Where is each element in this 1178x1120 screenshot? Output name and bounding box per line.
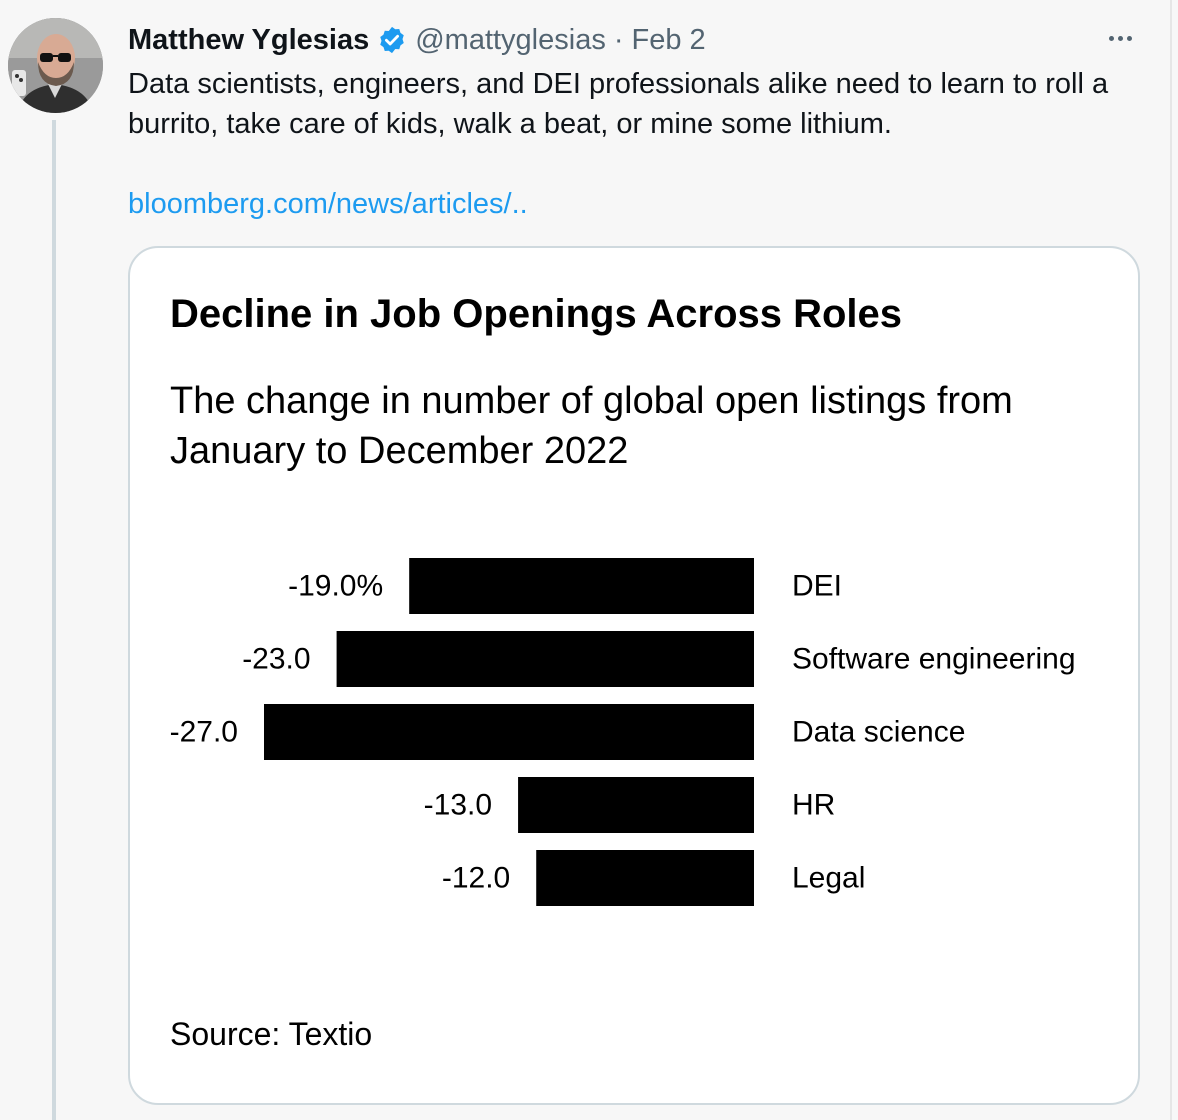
bar-data-science	[264, 704, 754, 760]
value-label: -13.0	[424, 789, 492, 822]
bar-software-engineering	[336, 631, 754, 687]
author-name[interactable]: Matthew Yglesias	[128, 23, 370, 56]
bar-legal	[536, 850, 754, 906]
thread-connector-line	[52, 120, 56, 1120]
link-preview-card[interactable]: Decline in Job Openings Across Roles The…	[128, 246, 1140, 1105]
value-label: -23.0	[242, 643, 310, 676]
chart-subtitle: The change in number of global open list…	[170, 380, 1013, 472]
separator-dot: ·	[613, 23, 624, 56]
bar-chart: -19.0% DEI -23.0 Software engineering -27.0 D…	[170, 558, 1076, 906]
category-label: Software engineering	[792, 643, 1076, 676]
tweet-text: Data scientists, engineers, and DEI prof…	[128, 68, 1109, 140]
timeline-divider	[1170, 0, 1172, 1120]
avatar[interactable]	[8, 18, 103, 113]
tweet-header: Matthew Yglesias @mattyglesias · Feb 2	[128, 20, 706, 60]
more-options-icon[interactable]	[1100, 26, 1140, 50]
article-link[interactable]: bloomberg.com/news/articles/..	[128, 188, 528, 220]
verified-badge-icon	[377, 25, 407, 55]
bar-dei	[409, 558, 754, 614]
chart-title: Decline in Job Openings Across Roles	[170, 292, 903, 336]
author-handle[interactable]: @mattyglesias	[415, 23, 606, 56]
value-label: -19.0%	[288, 570, 383, 603]
category-label: Legal	[792, 862, 865, 895]
category-label: DEI	[792, 570, 842, 603]
value-label: -12.0	[442, 862, 510, 895]
chart-source: Source: Textio	[170, 1016, 373, 1052]
category-label: Data science	[792, 716, 965, 749]
value-label: -27.0	[170, 716, 238, 749]
tweet-date[interactable]: Feb 2	[631, 23, 706, 56]
bar-hr	[518, 777, 754, 833]
category-label: HR	[792, 789, 835, 822]
